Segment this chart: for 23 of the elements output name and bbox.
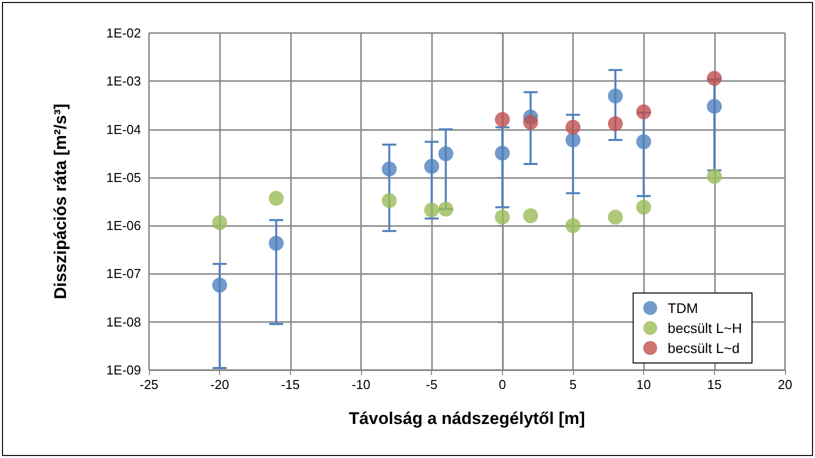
y-tick-label: 1E-09 <box>106 362 141 378</box>
y-tick-label: 1E-08 <box>106 314 141 330</box>
x-tick-label: 0 <box>498 377 506 392</box>
y-tick-label: 1E-06 <box>106 218 141 234</box>
y-tick-label: 1E-02 <box>106 26 141 40</box>
x-tick-label: -10 <box>352 377 370 392</box>
legend-label: becsült L~H <box>668 320 742 336</box>
legend-label: becsült L~d <box>668 340 740 356</box>
x-tick-label: -20 <box>210 377 230 392</box>
x-tick-label: 15 <box>707 377 722 392</box>
x-tick-label: 5 <box>569 377 577 392</box>
x-axis-title: Távolság a nádszegélytől [m] <box>348 409 586 428</box>
legend-label: TDM <box>668 300 698 316</box>
y-tick-label: 1E-07 <box>106 266 141 282</box>
x-tick-label: 20 <box>778 377 792 392</box>
y-axis-title: Disszipációs ráta [m²/s³] <box>51 104 70 300</box>
x-tick-label: -15 <box>280 377 300 392</box>
y-tick-label: 1E-03 <box>106 74 141 89</box>
x-tick-label: -25 <box>140 377 158 392</box>
y-tick-label: 1E-05 <box>106 170 141 185</box>
x-tick-label: 10 <box>636 377 651 392</box>
x-tick-label: -5 <box>426 377 438 392</box>
y-tick-label: 1E-04 <box>106 122 141 137</box>
